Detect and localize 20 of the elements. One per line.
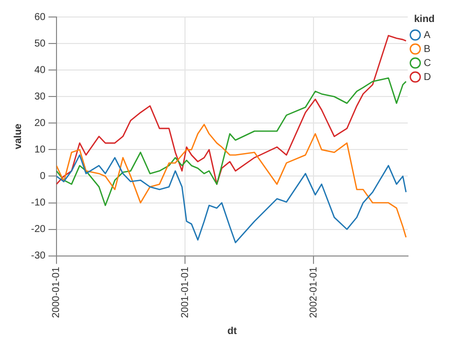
y-tick-label: 50 [34, 38, 46, 50]
x-tick-label: 2002-01-01 [308, 266, 320, 318]
y-tick-label: 20 [34, 118, 46, 129]
y-tick-label: 60 [34, 12, 46, 23]
legend-title: kind [414, 14, 435, 25]
legend-label: A [424, 30, 431, 41]
legend-label: C [424, 58, 432, 69]
y-tick-label: 10 [34, 144, 46, 156]
y-tick-label: 0 [40, 170, 46, 182]
legend-label: B [424, 44, 431, 55]
x-tick-label: 2001-01-01 [180, 266, 191, 318]
legend-label: D [424, 72, 432, 83]
y-axis-title: value [12, 123, 24, 150]
y-tick-label: -10 [31, 198, 46, 209]
y-tick-label: -30 [31, 250, 46, 262]
y-tick-label: 40 [34, 64, 46, 76]
y-tick-label: 30 [34, 91, 46, 102]
y-tick-label: -20 [31, 224, 46, 236]
x-axis-title: dt [227, 326, 238, 337]
x-tick-label: 2000-01-01 [51, 266, 62, 318]
